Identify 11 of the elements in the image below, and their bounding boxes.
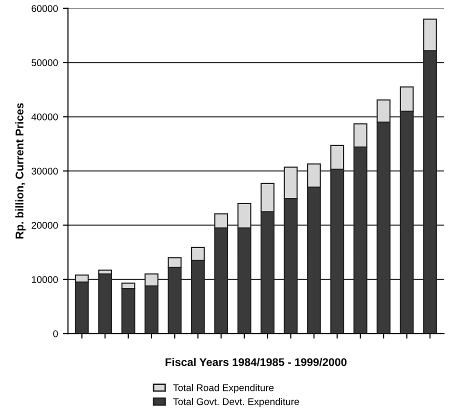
y-tick-label: 50000 <box>32 59 58 66</box>
x-axis-title: Fiscal Years 1984/1985 - 1999/2000 <box>166 358 347 366</box>
y-tick-label: 30000 <box>32 168 58 175</box>
y-tick-label: 0 <box>53 330 58 338</box>
y-tick-label: 40000 <box>31 113 58 120</box>
y-tick-label: 10000 <box>32 276 58 284</box>
y-tick-label: 20000 <box>32 222 58 229</box>
legend-label: Total Road Expenditure <box>173 384 274 394</box>
y-axis-title: Rp. billion, Current Prices <box>15 103 26 238</box>
y-tick-label: 60000 <box>32 5 58 12</box>
legend-label: Total Govt. Devt. Expenditure <box>173 398 300 408</box>
